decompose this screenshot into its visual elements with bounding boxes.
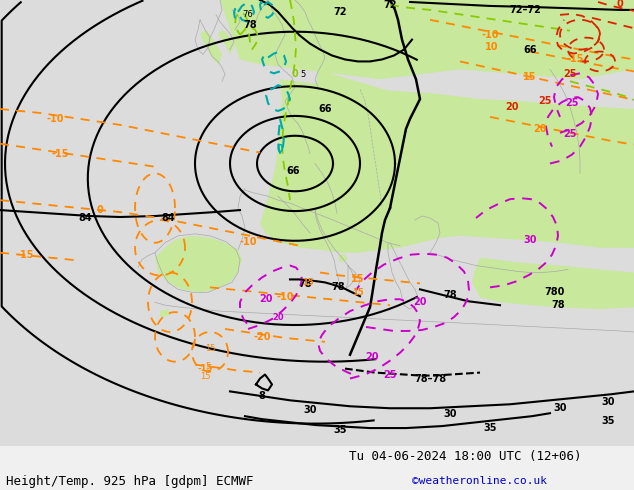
Polygon shape xyxy=(472,258,634,309)
Text: 25: 25 xyxy=(563,129,577,139)
Text: 76: 76 xyxy=(243,10,254,20)
Text: 20: 20 xyxy=(533,124,547,134)
Text: 78: 78 xyxy=(443,290,457,300)
Text: 30: 30 xyxy=(553,403,567,413)
Polygon shape xyxy=(200,30,222,64)
Text: 15: 15 xyxy=(302,278,314,287)
Text: -15: -15 xyxy=(197,364,212,373)
Polygon shape xyxy=(338,254,348,263)
Text: 30: 30 xyxy=(601,397,615,407)
Text: 25: 25 xyxy=(383,369,397,380)
Text: 5: 5 xyxy=(205,362,210,371)
Text: 0: 0 xyxy=(276,144,283,154)
Text: 30: 30 xyxy=(523,235,537,245)
Text: 8: 8 xyxy=(259,392,266,401)
Text: -10: -10 xyxy=(276,292,294,302)
Polygon shape xyxy=(220,0,634,79)
Text: 66: 66 xyxy=(318,104,332,114)
Text: 0: 0 xyxy=(96,205,103,215)
Text: -15: -15 xyxy=(16,250,34,260)
Text: Height/Temp. 925 hPa [gdpm] ECMWF: Height/Temp. 925 hPa [gdpm] ECMWF xyxy=(6,474,254,488)
Text: 84: 84 xyxy=(78,213,92,223)
Text: 30: 30 xyxy=(303,405,317,415)
Text: 20: 20 xyxy=(505,102,519,112)
Text: 15: 15 xyxy=(200,372,210,381)
Text: 20: 20 xyxy=(413,297,427,307)
Text: 72: 72 xyxy=(383,0,397,10)
Polygon shape xyxy=(308,70,634,248)
Text: 15: 15 xyxy=(352,288,364,297)
Text: 78–78: 78–78 xyxy=(414,373,446,384)
Text: 78: 78 xyxy=(243,20,257,30)
Text: 5: 5 xyxy=(301,70,306,79)
Text: 10: 10 xyxy=(485,42,499,51)
Text: -15: -15 xyxy=(51,148,68,159)
Text: 84: 84 xyxy=(161,213,175,223)
Text: 66: 66 xyxy=(286,167,300,176)
Text: 25: 25 xyxy=(538,96,552,106)
Text: 66: 66 xyxy=(523,45,537,54)
Text: 15: 15 xyxy=(523,73,537,82)
Text: 35: 35 xyxy=(601,416,615,426)
Text: 35: 35 xyxy=(333,425,347,435)
Polygon shape xyxy=(285,0,305,10)
Text: 20: 20 xyxy=(259,294,273,304)
Text: -20: -20 xyxy=(253,332,271,342)
Polygon shape xyxy=(218,30,235,54)
Text: 15: 15 xyxy=(205,344,216,353)
Text: -10: -10 xyxy=(46,114,64,124)
Polygon shape xyxy=(270,0,295,15)
Text: 20: 20 xyxy=(272,313,284,321)
Polygon shape xyxy=(160,309,170,317)
Text: 780: 780 xyxy=(545,287,565,297)
Polygon shape xyxy=(155,236,242,293)
Text: 25: 25 xyxy=(563,69,577,79)
Text: 0: 0 xyxy=(617,0,623,9)
Polygon shape xyxy=(260,79,634,253)
Polygon shape xyxy=(555,0,634,70)
Text: 78: 78 xyxy=(551,300,565,310)
Text: -15: -15 xyxy=(566,54,584,65)
Polygon shape xyxy=(490,213,570,240)
Text: -10: -10 xyxy=(239,237,257,247)
Text: 78: 78 xyxy=(331,282,345,293)
Text: 35: 35 xyxy=(483,423,497,433)
Text: 30: 30 xyxy=(443,409,456,419)
Text: -10: -10 xyxy=(481,30,499,40)
Text: 25: 25 xyxy=(566,98,579,108)
Text: Tu 04-06-2024 18:00 UTC (12+06): Tu 04-06-2024 18:00 UTC (12+06) xyxy=(349,450,581,463)
Text: 72–72: 72–72 xyxy=(509,5,541,15)
Text: ©weatheronline.co.uk: ©weatheronline.co.uk xyxy=(412,476,547,486)
Text: 72: 72 xyxy=(333,7,347,17)
Text: 78: 78 xyxy=(298,279,312,290)
Text: 0: 0 xyxy=(292,69,299,79)
Text: 20: 20 xyxy=(365,352,378,362)
Text: 15: 15 xyxy=(351,274,365,284)
